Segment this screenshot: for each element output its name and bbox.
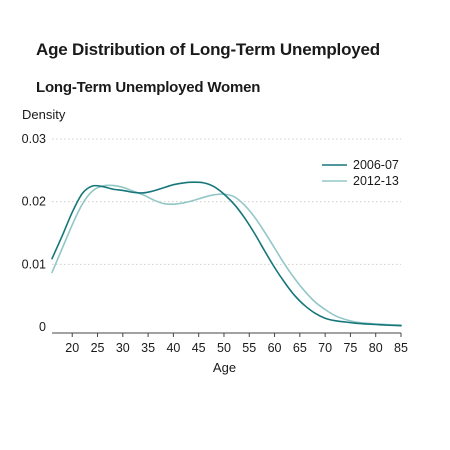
grid-layer — [52, 138, 401, 265]
x-tick-label: 60 — [268, 341, 282, 355]
series-line-2012-13 — [51, 184, 402, 326]
x-tick-label: 35 — [141, 341, 155, 355]
y-tick-label: 0.03 — [22, 132, 46, 146]
x-tick-label: 25 — [91, 341, 105, 355]
y-tick-label: 0.02 — [22, 195, 46, 209]
x-tick-label: 80 — [369, 341, 383, 355]
x-tick-label: 40 — [166, 341, 180, 355]
chart-subtitle: Long-Term Unemployed Women — [36, 79, 261, 96]
x-tick-label: 55 — [242, 341, 256, 355]
x-tick-label: 45 — [192, 341, 206, 355]
y-axis-label: Density — [22, 107, 66, 122]
chart-title: Age Distribution of Long-Term Unemployed — [36, 40, 380, 59]
legend-label: 2012-13 — [353, 174, 399, 188]
y-tick-label: 0 — [39, 320, 46, 334]
x-tick-label: 85 — [394, 341, 408, 355]
x-tick-label: 75 — [343, 341, 357, 355]
x-tick-label: 50 — [217, 341, 231, 355]
series-layer — [51, 181, 402, 327]
series-line-2006-07 — [51, 181, 402, 327]
x-tick-label: 20 — [65, 341, 79, 355]
tick-layer: 0 0.01 0.02 0.03 20 25 30 35 40 45 50 55 60 65 70 75 80 8… — [22, 132, 408, 355]
y-tick-label: 0.01 — [22, 257, 46, 271]
legend: 2006-07 2012-13 — [322, 158, 399, 188]
x-tick-label: 30 — [116, 341, 130, 355]
x-tick-label: 65 — [293, 341, 307, 355]
x-axis-label: Age — [213, 360, 236, 375]
legend-label: 2006-07 — [353, 158, 399, 172]
x-tick-label: 70 — [318, 341, 332, 355]
